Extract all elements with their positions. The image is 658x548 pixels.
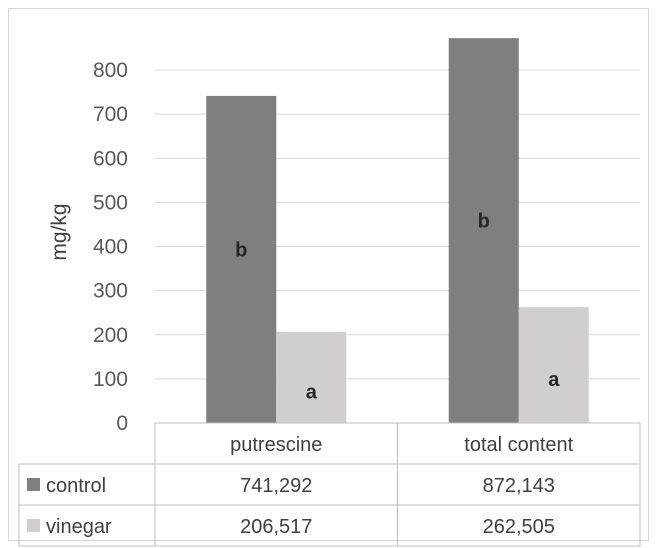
chart-frame [8,8,649,541]
y-tick-label: 400 [93,236,128,259]
legend-label-vinegar: vinegar [46,516,112,538]
y-tick-label: 700 [93,103,128,126]
bar-vinegar-0 [276,331,347,423]
y-axis-ticks: 0 100 200 300 400 500 600 700 800 [93,59,128,435]
y-tick-label: 600 [93,147,128,170]
table-value: 206,517 [240,516,312,538]
y-tick-label: 200 [93,324,128,347]
significance-label: b [235,239,247,261]
legend-key-vinegar [27,519,40,532]
y-tick-label: 100 [93,368,128,391]
bar-vinegar-1 [518,307,589,423]
bars: b a b a [206,38,589,423]
x-category-label: total content [464,434,573,456]
significance-label: a [548,369,560,391]
y-tick-label: 800 [93,59,128,82]
y-tick-label: 500 [93,191,128,214]
x-category-label: putrescine [230,434,322,456]
bar-control-1 [448,38,519,423]
significance-label: a [306,381,318,403]
y-tick-label: 0 [116,412,128,435]
bar-control-0 [206,95,277,423]
significance-label: b [478,211,490,233]
legend-label-control: control [46,475,106,497]
table-value: 741,292 [240,475,312,497]
y-tick-label: 300 [93,280,128,303]
table-value: 872,143 [483,475,555,497]
legend-key-control [27,478,40,491]
y-axis-label: mg/kg [48,203,71,260]
data-table: putrescine total content control 741,292 872… [18,422,641,547]
table-value: 262,505 [483,516,555,538]
